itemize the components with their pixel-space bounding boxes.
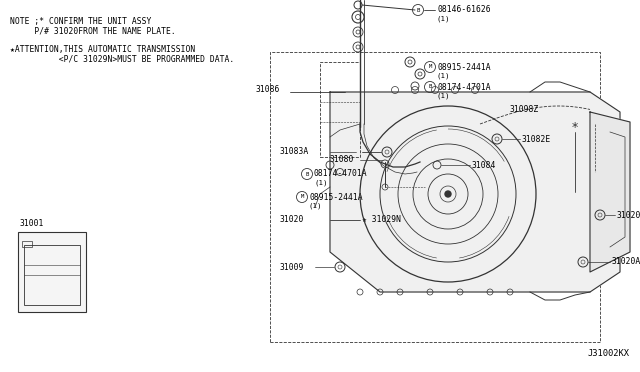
Text: 31020AB: 31020AB — [612, 257, 640, 266]
Text: 08146-61626: 08146-61626 — [437, 6, 491, 15]
Text: (1): (1) — [437, 73, 451, 79]
Text: ★ATTENTION,THIS AUTOMATIC TRANSMISSION: ★ATTENTION,THIS AUTOMATIC TRANSMISSION — [10, 45, 195, 54]
Text: 31020A: 31020A — [617, 211, 640, 219]
Text: B: B — [428, 84, 431, 90]
Text: NOTE ;* CONFIRM THE UNIT ASSY: NOTE ;* CONFIRM THE UNIT ASSY — [10, 17, 152, 26]
Text: 31080: 31080 — [330, 155, 355, 164]
Text: (1): (1) — [437, 93, 451, 99]
Text: <P/C 31029N>MUST BE PROGRAMMED DATA.: <P/C 31029N>MUST BE PROGRAMMED DATA. — [10, 55, 234, 64]
Text: 31083A: 31083A — [280, 148, 309, 157]
Text: B: B — [305, 171, 308, 176]
Text: (1): (1) — [437, 16, 451, 22]
Text: 08915-2441A: 08915-2441A — [309, 192, 363, 202]
Text: 31098Z: 31098Z — [510, 106, 540, 115]
Text: (1): (1) — [314, 180, 328, 186]
Text: P/# 31020FROM THE NAME PLATE.: P/# 31020FROM THE NAME PLATE. — [10, 27, 176, 36]
Bar — [24, 245, 80, 305]
Text: B: B — [417, 7, 420, 13]
Text: 31001: 31001 — [20, 219, 44, 228]
Text: 31009: 31009 — [280, 263, 305, 272]
Text: J31002KX: J31002KX — [588, 350, 630, 359]
Bar — [320, 62, 360, 157]
Text: M: M — [300, 195, 303, 199]
Text: 31020: 31020 — [280, 215, 305, 224]
Text: M: M — [428, 64, 431, 70]
Text: ★ 31029N: ★ 31029N — [362, 215, 401, 224]
Text: (1): (1) — [309, 203, 323, 209]
Text: 31086: 31086 — [255, 86, 280, 94]
Text: 31082E: 31082E — [522, 135, 551, 144]
Bar — [22, 241, 32, 247]
Text: *: * — [572, 121, 578, 134]
Polygon shape — [590, 112, 630, 272]
Polygon shape — [330, 92, 620, 292]
Circle shape — [445, 191, 451, 197]
Text: 08174-4701A: 08174-4701A — [314, 170, 367, 179]
Text: 08915-2441A: 08915-2441A — [437, 62, 491, 71]
Text: 31084: 31084 — [472, 160, 497, 170]
Bar — [18, 232, 86, 312]
Text: 08174-4701A: 08174-4701A — [437, 83, 491, 92]
Bar — [270, 52, 600, 342]
